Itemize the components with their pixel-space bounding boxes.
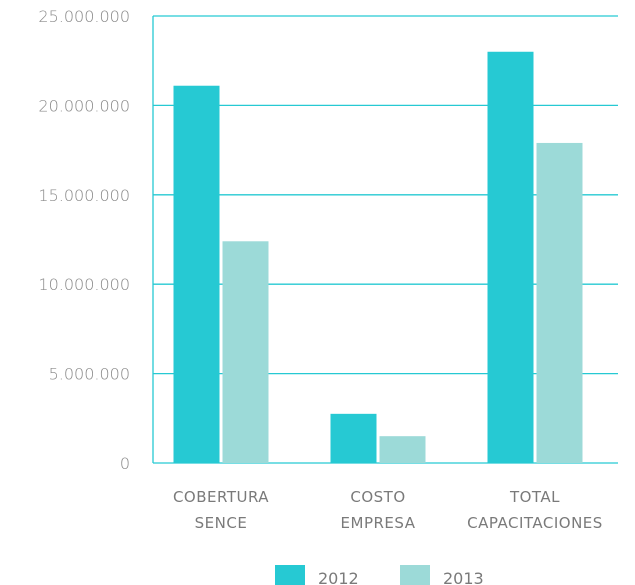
bars — [173, 51, 583, 464]
x-category-label: CAPACITACIONES — [467, 514, 603, 532]
x-category-label: TOTAL — [509, 488, 560, 506]
x-category-label: SENCE — [195, 514, 248, 532]
x-category-label: EMPRESA — [341, 514, 416, 532]
category-labels: COBERTURA SENCE COSTO EMPRESA TOTAL CAPACITAC… — [173, 488, 603, 532]
legend-swatch-2012 — [275, 565, 305, 585]
y-tick-label: 10.000.000 — [38, 275, 130, 294]
legend-label-2013: 2013 — [443, 569, 484, 585]
x-category-label: COSTO — [350, 488, 405, 506]
y-tick-label: 5.000.000 — [49, 365, 130, 384]
y-tick-label: 0 — [120, 454, 130, 473]
y-tick-label: 20.000.000 — [38, 96, 130, 115]
legend-label-2012: 2012 — [318, 569, 359, 585]
y-tick-label: 15.000.000 — [38, 186, 130, 205]
legend: 2012 2013 — [275, 565, 484, 585]
bar-2013 — [379, 436, 426, 463]
y-tick-label: 25.000.000 — [38, 7, 130, 26]
legend-swatch-2013 — [400, 565, 430, 585]
bar-2012 — [487, 51, 534, 463]
bar-2013 — [222, 241, 269, 463]
bar-2012 — [330, 413, 377, 463]
y-tick-labels: 0 5.000.000 10.000.000 15.000.000 20.000.000… — [38, 7, 130, 473]
bar-2013 — [536, 142, 583, 463]
x-category-label: COBERTURA — [173, 488, 269, 506]
bar-2012 — [173, 85, 220, 464]
